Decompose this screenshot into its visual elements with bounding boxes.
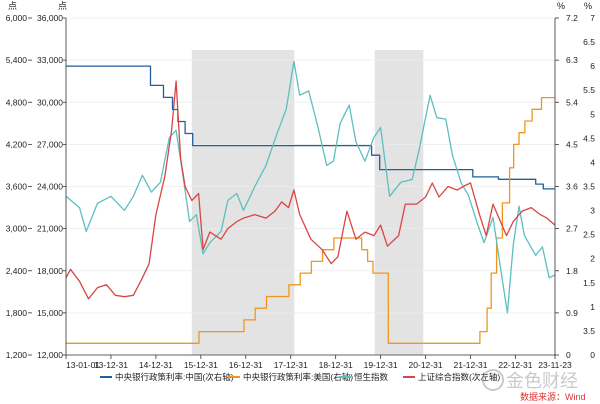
x-tick-label: 21-12-31 (453, 360, 487, 370)
left_inner-tick-label: 33,000 (37, 55, 63, 65)
right_inner-tick-label: 0.9 (566, 308, 578, 318)
left_outer-tick-label: 5,400 (6, 55, 28, 65)
tick-layer: 1,200 1,800 2,400 3,000 3,600 4,200 4,800 5,400… (6, 13, 596, 370)
left_outer-tick-label: 4,800 (6, 97, 28, 107)
shaded-period-0 (191, 50, 295, 355)
right_inner-tick-label: 6.3 (566, 55, 578, 65)
left_inner-tick-label: 27,000 (37, 139, 63, 149)
x-tick-label: 13-12-31 (94, 360, 128, 370)
data-source: 数据来源：Wind (520, 391, 586, 402)
right_inner-tick-label: 2.7 (566, 224, 578, 234)
right_outer-tick-label: 1.5 (583, 278, 595, 288)
right_outer-tick-label: 5.5 (583, 85, 595, 95)
left_outer-tick-label: 6,000 (6, 13, 28, 23)
watermark-logo-icon (482, 369, 504, 391)
x-tick-label: 17-12-31 (274, 360, 308, 370)
right_outer-tick-label: 7 (590, 13, 595, 23)
series-line-0 (66, 65, 555, 190)
x-tick-label: 15-12-31 (184, 360, 218, 370)
right_inner-tick-label: 3.6 (566, 182, 578, 192)
series-line-3 (65, 80, 556, 300)
right_outer-tick-label: 3.5 (583, 182, 595, 192)
left_outer-tick-label: 3,600 (6, 182, 28, 192)
right_outer-tick-label: 6 (590, 61, 595, 71)
watermark-text: 金色财经 (506, 371, 578, 391)
x-tick-label: 22-12-31 (498, 360, 532, 370)
left_outer-tick-label: 1,200 (6, 350, 28, 360)
gridlines (66, 17, 555, 356)
x-tick-label: 23-11-23 (538, 360, 572, 370)
right-outer-unit: % (584, 1, 592, 11)
left_outer-tick-label: 4,200 (6, 139, 28, 149)
right_outer-tick-label: 5 (590, 109, 595, 119)
x-tick-label: 19-12-31 (364, 360, 398, 370)
left_inner-tick-label: 36,000 (37, 13, 63, 23)
x-tick-label: 18-12-31 (319, 360, 353, 370)
right_outer-tick-label: 3.5 (583, 326, 595, 336)
x-tick-label: 16-12-31 (229, 360, 263, 370)
watermark: 金色财经 (482, 369, 578, 391)
right_inner-tick-label: 5.4 (566, 97, 578, 107)
x-tick-label: 20-12-31 (409, 360, 443, 370)
right_inner-tick-label: 4.5 (566, 139, 578, 149)
right_outer-tick-label: 3 (590, 206, 595, 216)
left_inner-tick-label: 18,000 (37, 266, 63, 276)
right_outer-tick-label: 4 (590, 157, 595, 167)
left_inner-tick-label: 15,000 (37, 308, 63, 318)
legend-label-2: 恒生指数 (354, 372, 389, 382)
left_outer-tick-label: 2,400 (6, 266, 28, 276)
right_outer-tick-label: 2.5 (583, 230, 595, 240)
left_inner-tick-label: 12,000 (37, 350, 63, 360)
left_inner-tick-label: 30,000 (37, 97, 63, 107)
right_inner-tick-label: 0 (566, 350, 571, 360)
legend: 中央银行政策利率:中国(次右轴) 中央银行政策利率:美国(右轴) 恒生指数 上证综合指… (100, 372, 500, 382)
legend-label-1: 中央银行政策利率:美国(右轴) (243, 372, 353, 382)
right_outer-tick-label: 2 (590, 254, 595, 264)
left_inner-tick-label: 21,000 (37, 224, 63, 234)
right-inner-unit: % (557, 1, 565, 11)
legend-label-0: 中央银行政策利率:中国(次右轴) (115, 372, 234, 382)
series-line-2 (65, 60, 556, 314)
series-line-1 (66, 96, 555, 344)
left-inner-unit: 点 (58, 1, 67, 11)
left_inner-tick-label: 24,000 (37, 182, 63, 192)
shaded-period-1 (374, 50, 424, 355)
x-tick-label: 13-01-01 (66, 360, 100, 370)
right_outer-tick-label: 4.5 (583, 133, 595, 143)
legend-label-3: 上证综合指数(次左轴) (418, 372, 500, 382)
series-layer (65, 60, 556, 344)
left_outer-tick-label: 3,000 (6, 224, 28, 234)
right_outer-tick-label: 1 (590, 302, 595, 312)
right_outer-tick-label: 0 (590, 350, 595, 360)
x-tick-label: 14-12-31 (139, 360, 173, 370)
left-outer-unit: 点 (8, 1, 17, 11)
right_outer-tick-label: 6.5 (583, 37, 595, 47)
right_inner-tick-label: 1.8 (566, 266, 578, 276)
right_inner-tick-label: 7.2 (566, 13, 578, 23)
left_outer-tick-label: 1,800 (6, 308, 28, 318)
shaded-periods (191, 50, 424, 355)
